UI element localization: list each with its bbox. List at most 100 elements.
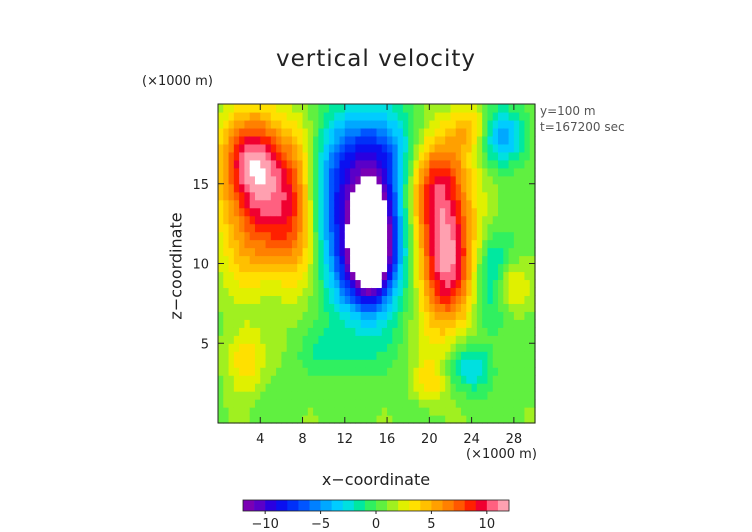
heatmap-cell (328, 415, 335, 424)
heatmap-cell (254, 247, 261, 257)
heatmap-cell (291, 207, 298, 217)
heatmap-cell (529, 159, 536, 169)
heatmap-cell (286, 231, 293, 241)
heatmap-cell (318, 135, 325, 145)
heatmap-cell (402, 223, 409, 233)
heatmap-cell (371, 319, 378, 328)
heatmap-cell (270, 279, 277, 289)
heatmap-cell (307, 247, 314, 257)
heatmap-cell (392, 239, 399, 249)
heatmap-cell (397, 343, 404, 352)
heatmap-cell (328, 215, 335, 225)
heatmap-cell (402, 271, 409, 281)
heatmap-cell (318, 351, 325, 360)
heatmap-cell (482, 199, 489, 209)
heatmap-cell (434, 223, 441, 233)
heatmap-cell (344, 143, 351, 153)
heatmap-cell (466, 247, 473, 257)
heatmap-cell (387, 287, 393, 296)
heatmap-cell (313, 407, 319, 416)
heatmap-cell (434, 295, 441, 304)
heatmap-cell (233, 271, 240, 281)
heatmap-cell (413, 239, 420, 249)
heatmap-cell (233, 199, 240, 209)
heatmap-cell (408, 303, 415, 312)
heatmap-cell (244, 351, 251, 360)
heatmap-cell (376, 263, 383, 273)
heatmap-cell (339, 191, 346, 201)
heatmap-cell (445, 303, 452, 312)
heatmap-cell (434, 271, 441, 281)
heatmap-cell (344, 287, 351, 296)
heatmap-cell (371, 303, 378, 312)
heatmap-cell (318, 119, 325, 129)
heatmap-cell (249, 375, 256, 384)
heatmap-cell (344, 159, 351, 169)
heatmap-cell (498, 231, 504, 241)
heatmap-cell (455, 271, 462, 281)
heatmap-cell (392, 135, 399, 145)
heatmap-cell (355, 407, 362, 416)
heatmap-cell (492, 407, 499, 416)
heatmap-cell (503, 143, 510, 153)
heatmap-cell (434, 239, 441, 249)
heatmap-cell (519, 175, 526, 185)
heatmap-cell (334, 119, 341, 129)
heatmap-cell (218, 215, 224, 225)
heatmap-cell (281, 104, 288, 113)
heatmap-cell (381, 111, 388, 121)
heatmap-cell (387, 311, 393, 320)
heatmap-cell (334, 207, 341, 217)
heatmap-cell (471, 135, 478, 145)
heatmap-cell (413, 287, 420, 296)
heatmap-cell (239, 119, 246, 129)
heatmap-cell (450, 359, 457, 368)
heatmap-cell (254, 279, 261, 289)
heatmap-cell (223, 135, 230, 145)
heatmap-cell (503, 311, 510, 320)
heatmap-cell (429, 159, 436, 169)
heatmap-cell (371, 119, 378, 129)
heatmap-cell (519, 327, 526, 336)
heatmap-cell (270, 271, 277, 281)
colorbar-swatch (320, 500, 332, 511)
heatmap-cell (260, 287, 267, 296)
heatmap-cell (424, 223, 430, 233)
heatmap-cell (418, 199, 425, 209)
heatmap-cell (291, 263, 298, 273)
heatmap-cell (223, 207, 230, 217)
heatmap-cell (254, 143, 261, 153)
heatmap-cell (360, 183, 367, 193)
heatmap-cell (439, 199, 446, 209)
heatmap-cell (392, 255, 399, 265)
heatmap-cell (233, 111, 240, 121)
heatmap-cell (286, 287, 293, 296)
heatmap-cell (513, 367, 520, 376)
heatmap-cell (291, 343, 298, 352)
heatmap-cell (450, 335, 457, 344)
heatmap-cell (492, 175, 499, 185)
heatmap-cell (281, 319, 288, 328)
heatmap-cell (371, 383, 378, 392)
heatmap-cell (466, 167, 473, 177)
heatmap-cell (218, 391, 224, 400)
chart-title: vertical velocity (276, 46, 476, 72)
heatmap-cell (508, 199, 515, 209)
heatmap-cell (429, 287, 436, 296)
heatmap-cell (487, 391, 494, 400)
heatmap-cell (244, 335, 251, 344)
heatmap-cell (445, 391, 452, 400)
heatmap-cell (302, 287, 309, 296)
heatmap-cell (418, 391, 425, 400)
heatmap-cell (244, 359, 251, 368)
heatmap-cell (445, 351, 452, 360)
heatmap-cell (487, 183, 494, 193)
heatmap-cell (244, 279, 251, 289)
heatmap-cell (418, 375, 425, 384)
heatmap-cell (503, 263, 510, 273)
heatmap-cell (471, 247, 478, 257)
heatmap-cell (529, 319, 536, 328)
heatmap-cell (381, 135, 388, 145)
heatmap-cell (498, 167, 504, 177)
heatmap-cell (376, 359, 383, 368)
